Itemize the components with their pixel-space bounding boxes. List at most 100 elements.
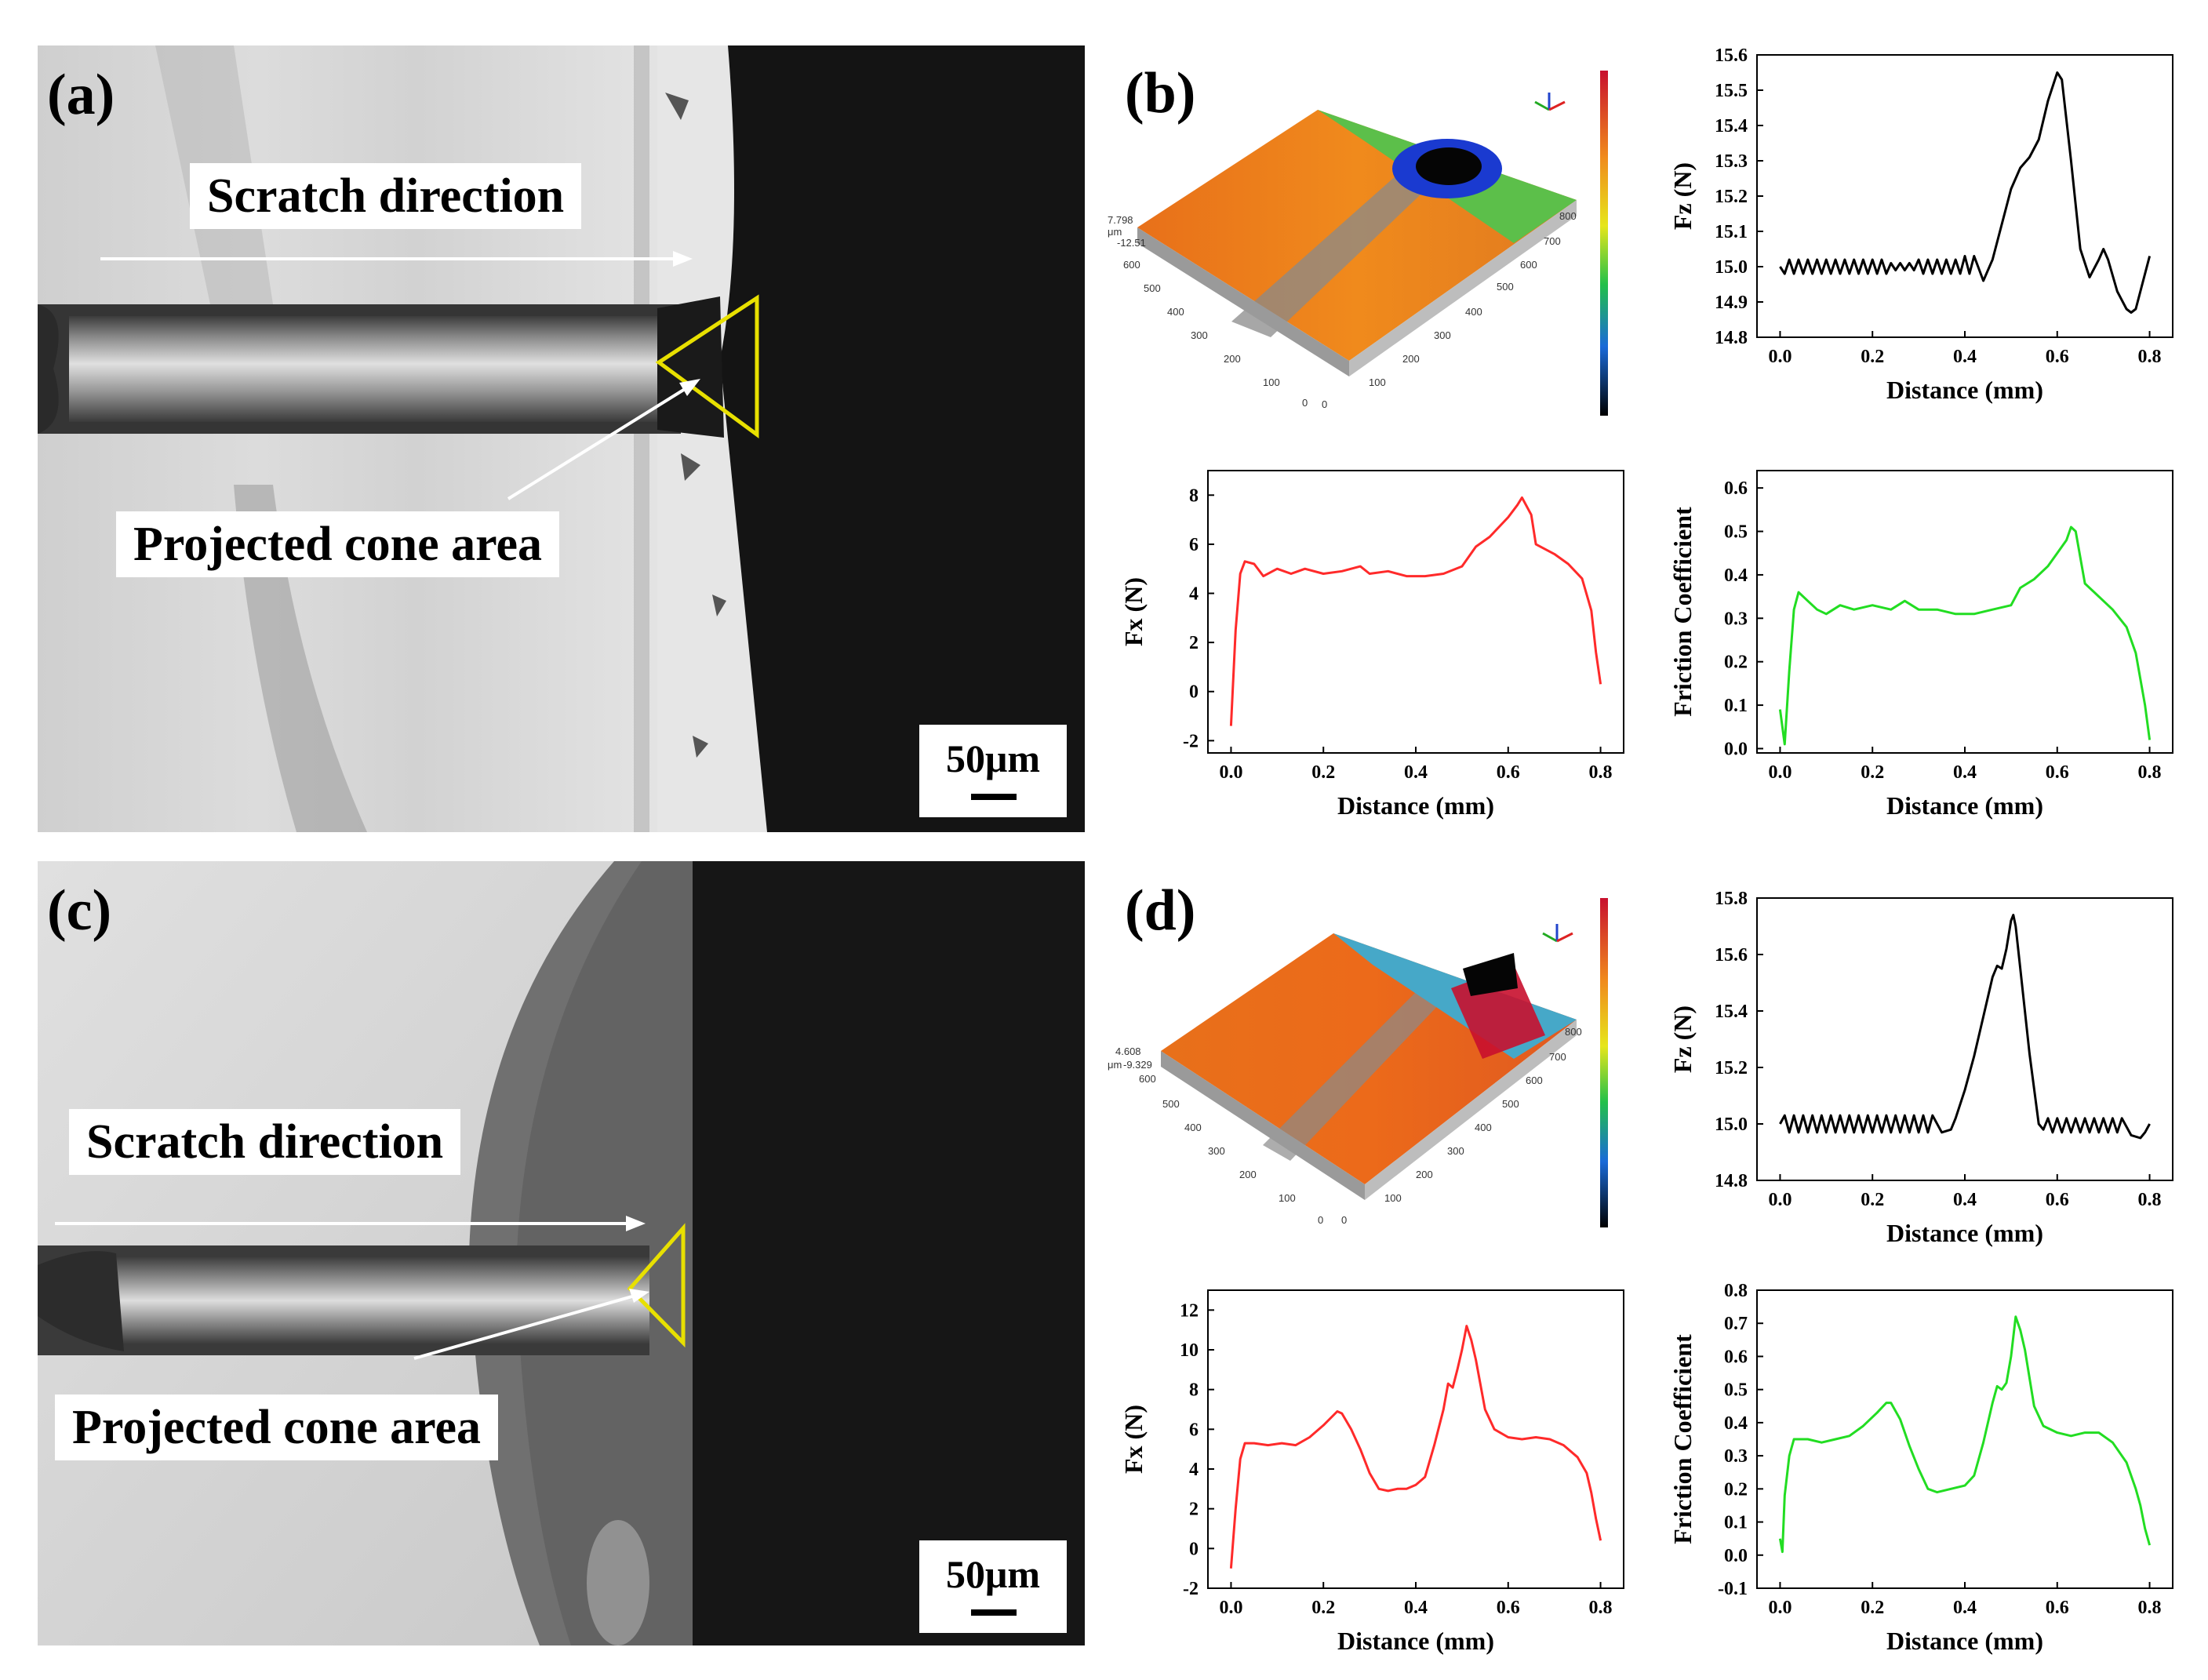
topo-d-xtick-500: 500 [1502, 1098, 1519, 1110]
y-tick-label: 15.0 [1715, 1115, 1748, 1135]
cone-triangle-c [627, 1223, 686, 1348]
topo-d-xtick-600: 600 [1526, 1075, 1543, 1086]
y-tick-label: 15.3 [1715, 151, 1748, 172]
y-tick-label: 0.2 [1724, 1479, 1748, 1500]
topo-b-ytick-600: 600 [1123, 259, 1140, 271]
topo-b-ytick-100: 100 [1263, 376, 1280, 388]
scratch-arrow-head-c [626, 1216, 646, 1231]
x-tick-label: 0.4 [1404, 762, 1428, 783]
y-tick-label: 12 [1180, 1300, 1199, 1321]
topo-b-xtick-600: 600 [1520, 259, 1537, 271]
topo-d-xtick-200: 200 [1416, 1169, 1433, 1180]
micrograph-c: (c) Scratch direction Projected cone are… [38, 861, 1085, 1645]
cone-label-a: Projected cone area [116, 511, 560, 578]
y-tick-label: 0.1 [1724, 696, 1748, 716]
y-tick-label: 0.6 [1724, 478, 1748, 499]
y-tick-label: 0.3 [1724, 1446, 1748, 1467]
x-tick-label: 0.8 [2138, 762, 2162, 783]
micrograph-a: (a) Scratch direction Projected cone are… [38, 45, 1085, 832]
y-tick-label: 6 [1189, 535, 1199, 555]
x-tick-label: 0.4 [1953, 1598, 1977, 1618]
topo-d-unit: μm [1108, 1059, 1122, 1071]
x-axis-label: Distance (mm) [1886, 1219, 2043, 1247]
topo-b-color-scale [1600, 71, 1608, 416]
topo-b-groove [1231, 169, 1435, 337]
x-tick-label: 0.2 [1311, 762, 1335, 783]
y-axis-label: Fz (N) [1668, 1005, 1697, 1073]
x-tick-label: 0.6 [2046, 1190, 2069, 1210]
y-tick-label: 0.3 [1724, 609, 1748, 629]
y-tick-label: -2 [1183, 731, 1199, 751]
topo-d-ytick-100: 100 [1279, 1192, 1296, 1204]
topo-d-ytick-0: 0 [1318, 1214, 1323, 1226]
topography-d: 4.608 μm -9.329 600 500 400 300 200 100 … [1108, 898, 1608, 1227]
x-axis-label: Distance (mm) [1337, 1627, 1494, 1655]
series-line-0 [1229, 1325, 1602, 1569]
y-tick-label: 6 [1189, 1420, 1199, 1440]
topo-d-zmax: 4.608 [1115, 1045, 1141, 1057]
topo-b-xtick-800: 800 [1559, 210, 1577, 222]
y-tick-label: 0.5 [1724, 522, 1748, 543]
y-tick-label: 0.1 [1724, 1513, 1748, 1533]
topo-b-xtick-0: 0 [1322, 398, 1327, 410]
topo-b-xtick-200: 200 [1402, 353, 1420, 365]
topo-d-ytick-200: 200 [1239, 1169, 1257, 1180]
y-tick-label: 2 [1189, 633, 1199, 653]
y-axis-label: Fx (N) [1119, 577, 1148, 646]
series-line-0 [1779, 71, 2152, 314]
x-tick-label: 0.2 [1861, 1190, 1884, 1210]
x-tick-label: 0.0 [1768, 762, 1791, 783]
topo-b-ytick-0: 0 [1302, 397, 1308, 409]
topo-b-xtick-100: 100 [1369, 376, 1386, 388]
y-tick-label: 14.8 [1715, 1171, 1748, 1191]
x-tick-label: 0.4 [1404, 1598, 1428, 1618]
y-tick-label: 10 [1180, 1340, 1199, 1361]
plot-frame [1756, 54, 2173, 338]
x-tick-label: 0.6 [2046, 347, 2069, 367]
x-tick-label: 0.4 [1953, 1190, 1977, 1210]
topo-d-xtick-700: 700 [1549, 1051, 1566, 1063]
chart-b-fz: 0.0 0.2 0.4 0.6 0.8 14.8 14.9 15.0 15.1 15.2 15.3 1… [1668, 45, 2173, 404]
x-tick-label: 0.6 [1497, 1598, 1520, 1618]
panel-label-b: (b) [1125, 61, 1196, 125]
topo-b-xtick-400: 400 [1465, 306, 1482, 318]
topo-b-ytick-300: 300 [1191, 329, 1208, 341]
y-axis-label: Friction Coefficient [1668, 1334, 1697, 1544]
topo-b-ytick-200: 200 [1224, 353, 1241, 365]
y-tick-label: 4 [1189, 584, 1199, 605]
scratch-direction-label-c: Scratch direction [69, 1109, 461, 1176]
y-tick-label: 0.5 [1724, 1380, 1748, 1401]
x-tick-label: 0.8 [1589, 762, 1613, 783]
scratch-direction-label-a: Scratch direction [190, 163, 582, 230]
x-tick-label: 0.8 [2138, 347, 2162, 367]
topo-d-xtick-400: 400 [1475, 1122, 1492, 1133]
x-tick-label: 0.0 [1768, 1598, 1791, 1618]
plot-frame [1207, 470, 1624, 754]
y-tick-label: 15.2 [1715, 1058, 1748, 1078]
y-tick-label: 14.9 [1715, 293, 1748, 313]
topo-d-ytick-600: 600 [1139, 1073, 1156, 1085]
x-tick-label: 0.6 [2046, 762, 2069, 783]
scale-bar-label-c: 50μm [946, 1552, 1040, 1596]
plot-frame [1756, 897, 2173, 1181]
y-tick-label: 15.6 [1715, 945, 1748, 965]
y-tick-label: 0.6 [1724, 1347, 1748, 1367]
topo-d-color-scale [1600, 898, 1608, 1227]
y-tick-label: 0.0 [1724, 739, 1748, 759]
y-tick-label: 0.8 [1724, 1281, 1748, 1301]
x-tick-label: 0.0 [1768, 1190, 1791, 1210]
scale-bar-label-a: 50μm [946, 736, 1040, 780]
chart-b-fx: 0.0 0.2 0.4 0.6 0.8 -2 0 2 4 6 8 Distance (mm) Fx (N… [1119, 470, 1624, 820]
panel-label-a: (a) [47, 63, 115, 127]
x-axis-label: Distance (mm) [1886, 1627, 2043, 1655]
topo-b-ytick-400: 400 [1167, 306, 1184, 318]
x-axis-label: Distance (mm) [1886, 791, 2043, 820]
chart-b-cof: 0.0 0.2 0.4 0.6 0.80.00.10.20.30.40.50.6Dist… [1668, 470, 2173, 820]
topo-b-zmax: 7.798 [1108, 214, 1133, 226]
scale-bar-line-c [971, 1609, 1017, 1616]
micrograph-c-image [38, 861, 1085, 1645]
y-tick-label: -0.1 [1718, 1579, 1748, 1599]
x-axis-label: Distance (mm) [1337, 791, 1494, 820]
y-tick-label: 15.5 [1715, 81, 1748, 101]
y-tick-label: 15.4 [1715, 1002, 1748, 1022]
